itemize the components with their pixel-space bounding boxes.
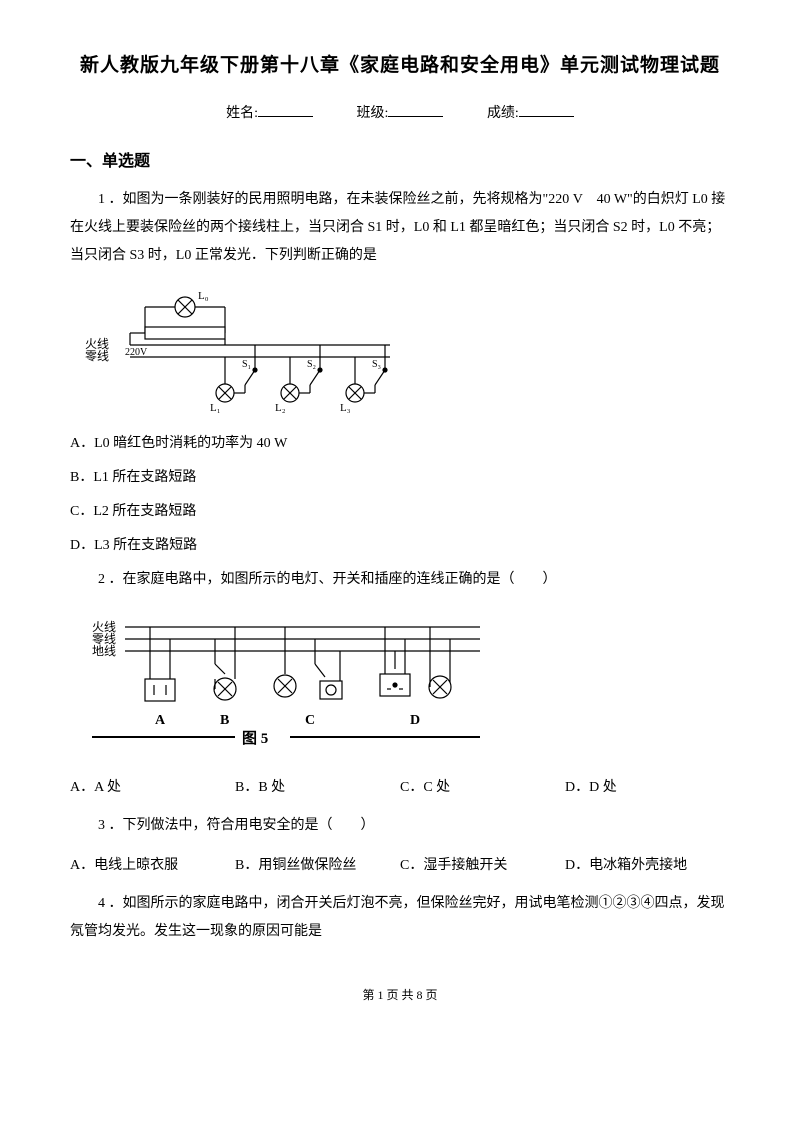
svg-text:L₀: L₀ (198, 290, 209, 302)
svg-text:C: C (305, 713, 315, 728)
q2-options: A．A 处 B．B 处 C．C 处 D．D 处 (70, 774, 730, 802)
svg-text:L₃: L₃ (340, 402, 351, 414)
page-footer: 第 1 页 共 8 页 (70, 986, 730, 1003)
q2-optA: A．A 处 (70, 774, 235, 802)
q3-optD: D．电冰箱外壳接地 (565, 852, 730, 880)
svg-text:220V: 220V (125, 347, 148, 358)
q1-optD: D．L3 所在支路短路 (70, 532, 730, 560)
q2-optC: C．C 处 (400, 774, 565, 802)
q1-optB: B．L1 所在支路短路 (70, 464, 730, 492)
svg-text:S₃: S₃ (372, 359, 381, 370)
svg-text:D: D (410, 713, 420, 728)
score-label: 成绩: (487, 106, 519, 121)
score-blank (519, 104, 574, 117)
svg-text:零线: 零线 (85, 349, 109, 363)
q1-optA: A．L0 暗红色时消耗的功率为 40 W (70, 430, 730, 458)
svg-text:A: A (155, 713, 166, 728)
q4-text: 4 ．如图所示的家庭电路中，闭合开关后灯泡不亮，但保险丝完好，用试电笔检测①②③… (70, 890, 730, 946)
svg-text:地线: 地线 (92, 644, 116, 658)
svg-text:L₁: L₁ (210, 402, 221, 414)
name-label: 姓名: (226, 106, 258, 121)
q2-optD: D．D 处 (565, 774, 730, 802)
q3-options: A．电线上晾衣服 B．用铜丝做保险丝 C．湿手接触开关 D．电冰箱外壳接地 (70, 852, 730, 880)
page-title: 新人教版九年级下册第十八章《家庭电路和安全用电》单元测试物理试题 (70, 50, 730, 77)
q2-diagram: 火线 零线 地线 A B (70, 609, 730, 759)
section-header: 一、单选题 (70, 147, 730, 171)
svg-text:图 5: 图 5 (242, 730, 268, 747)
name-blank (258, 104, 313, 117)
q2-optB: B．B 处 (235, 774, 400, 802)
q1-optC: C．L2 所在支路短路 (70, 498, 730, 526)
q1-diagram: L₀ 火线 零线 220V (70, 285, 730, 415)
q3-optA: A．电线上晾衣服 (70, 852, 235, 880)
q3-optC: C．湿手接触开关 (400, 852, 565, 880)
class-label: 班级: (357, 106, 389, 121)
class-blank (388, 104, 443, 117)
svg-text:S₁: S₁ (242, 359, 251, 370)
svg-text:S₂: S₂ (307, 359, 316, 370)
info-line: 姓名: 班级: 成绩: (70, 102, 730, 122)
q1-text: 1 ．如图为一条刚装好的民用照明电路，在未装保险丝之前，先将规格为"220 V … (70, 186, 730, 270)
svg-text:B: B (220, 713, 229, 728)
q2-text: 2 ．在家庭电路中，如图所示的电灯、开关和插座的连线正确的是（ ） (70, 566, 730, 594)
q3-optB: B．用铜丝做保险丝 (235, 852, 400, 880)
svg-text:L₂: L₂ (275, 402, 286, 414)
q3-text: 3 ．下列做法中，符合用电安全的是（ ） (70, 812, 730, 840)
